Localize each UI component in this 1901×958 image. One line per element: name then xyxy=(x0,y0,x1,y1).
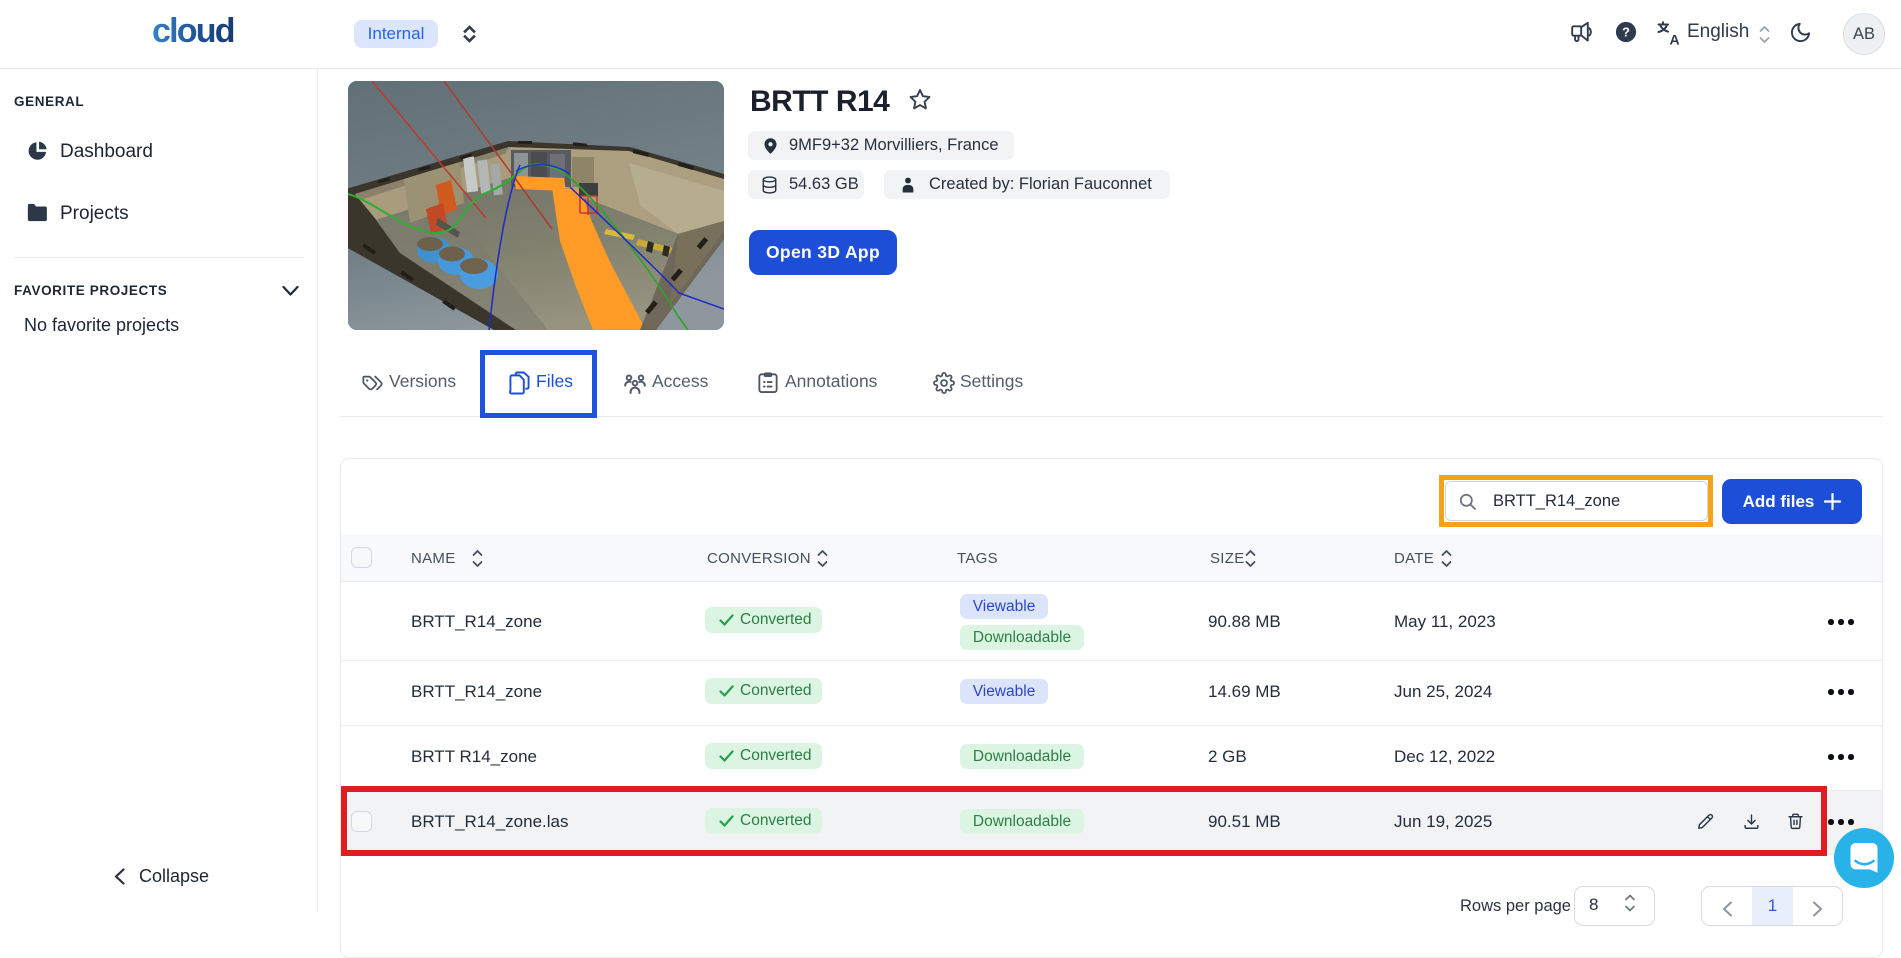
svg-text:?: ? xyxy=(1622,25,1630,40)
svg-text:A: A xyxy=(1669,32,1679,47)
